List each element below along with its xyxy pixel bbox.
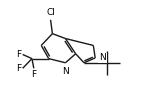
Text: F: F	[31, 70, 36, 79]
Text: Cl: Cl	[46, 8, 55, 17]
Text: N: N	[62, 67, 69, 76]
Text: F: F	[16, 64, 21, 73]
Text: F: F	[16, 50, 21, 59]
Text: N: N	[99, 53, 106, 62]
